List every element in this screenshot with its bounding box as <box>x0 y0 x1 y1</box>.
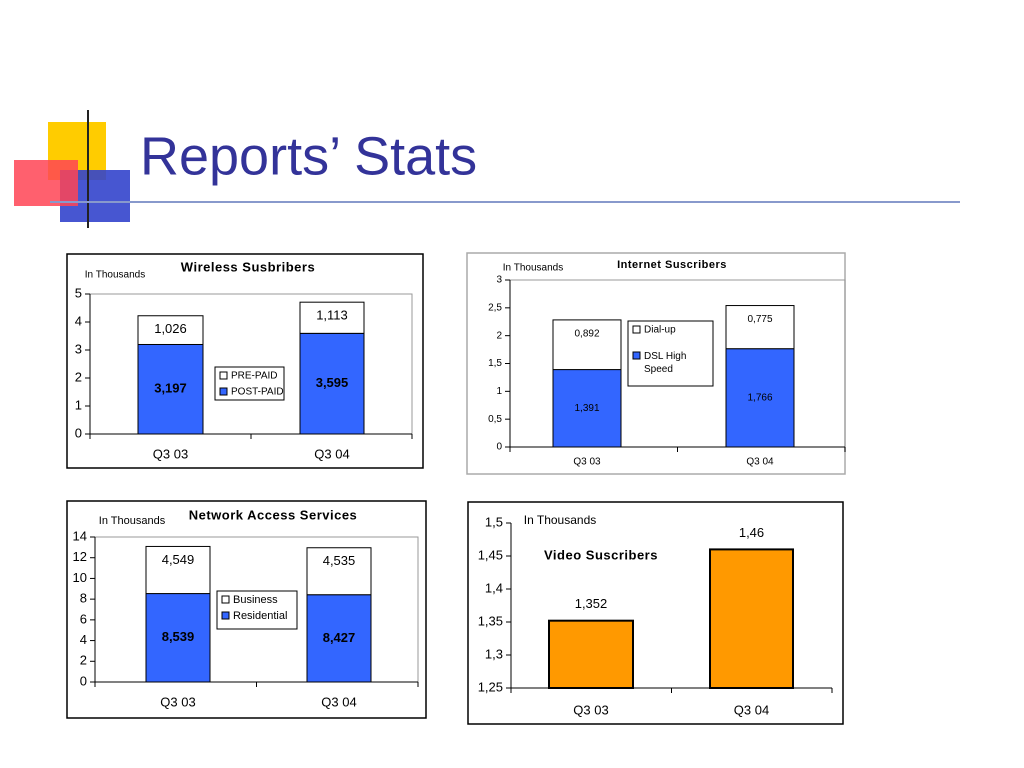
chart-box <box>66 253 424 469</box>
y-tick-label: 1,5 <box>485 514 503 529</box>
bar-segment <box>725 348 795 448</box>
bar-label: 8,427 <box>323 630 356 645</box>
bar-label: 0,892 <box>574 329 599 340</box>
bar-label: 4,549 <box>162 552 195 567</box>
bar-label: 1,391 <box>574 403 599 414</box>
x-tick-label: Q3 04 <box>746 457 774 468</box>
y-tick-label: 12 <box>73 549 87 564</box>
legend-label: Business <box>233 594 278 606</box>
x-tick-label: Q3 04 <box>314 446 349 461</box>
bar <box>548 619 634 689</box>
y-tick-label: 1,45 <box>478 547 503 562</box>
bar-label: 4,535 <box>323 553 356 568</box>
y-tick-label: 4 <box>80 632 87 647</box>
bar-label: 3,595 <box>316 375 349 390</box>
slide-title: Reports’ Stats <box>140 126 477 186</box>
y-tick-label: 1,5 <box>488 358 502 369</box>
legend-box <box>627 320 714 387</box>
y-tick-label: 2 <box>75 369 82 384</box>
chart-title: Network Access Services <box>189 507 358 522</box>
legend-swatch <box>219 371 228 380</box>
bar-segment <box>306 547 372 596</box>
legend-swatch <box>219 387 228 396</box>
bar-label: 1,46 <box>739 525 764 540</box>
legend-label: Residential <box>233 610 287 622</box>
x-tick-label: Q3 03 <box>573 457 601 468</box>
y-tick-label: 0 <box>80 673 87 688</box>
x-tick-label: Q3 03 <box>573 702 608 717</box>
y-tick-label: 10 <box>73 570 87 585</box>
y-tick-label: 3 <box>75 341 82 356</box>
y-tick-label: 1,4 <box>485 580 503 595</box>
bar-segment <box>299 332 365 435</box>
y-tick-label: 0,5 <box>488 414 502 425</box>
y-tick-label: 0 <box>75 425 82 440</box>
legend-label: Dial-up <box>644 325 676 336</box>
bar-segment <box>725 305 795 350</box>
y-tick-label: 2 <box>80 653 87 668</box>
y-tick-label: 1 <box>75 397 82 412</box>
x-tick-label: Q3 03 <box>153 446 188 461</box>
legend-box <box>216 590 298 630</box>
y-tick-label: 14 <box>73 528 87 543</box>
legend-swatch <box>221 611 230 620</box>
bar <box>709 548 794 690</box>
bar-label: 1,766 <box>747 392 772 403</box>
bar-segment <box>552 319 622 371</box>
chart-title: Internet Suscribers <box>617 259 727 271</box>
annotation: In Thousands <box>503 263 563 274</box>
bar-segment <box>137 315 204 345</box>
bar-segment <box>137 343 204 435</box>
annotation: In Thousands <box>99 515 166 527</box>
legend-label: PRE-PAID <box>231 371 278 382</box>
y-tick-label: 3 <box>496 275 502 286</box>
bar-label: 3,197 <box>154 381 187 396</box>
y-tick-label: 0 <box>496 442 502 453</box>
legend-label: POST-PAID <box>231 387 284 398</box>
bar-label: 1,352 <box>575 596 608 611</box>
bar-segment <box>299 301 365 334</box>
y-tick-label: 1,35 <box>478 613 503 628</box>
annotation: In Thousands <box>85 270 145 281</box>
bar-segment <box>552 369 622 448</box>
y-tick-label: 6 <box>80 611 87 626</box>
legend-label: DSL High Speed <box>644 351 686 375</box>
y-tick-label: 8 <box>80 591 87 606</box>
y-tick-label: 4 <box>75 313 82 328</box>
y-tick-label: 1,25 <box>478 679 503 694</box>
legend-swatch <box>632 351 641 360</box>
annotation: In Thousands <box>524 513 597 527</box>
x-tick-label: Q3 04 <box>321 694 356 709</box>
x-tick-label: Q3 04 <box>734 702 769 717</box>
bar-segment <box>145 593 211 683</box>
y-tick-label: 1,3 <box>485 646 503 661</box>
y-tick-label: 5 <box>75 285 82 300</box>
legend-swatch <box>221 595 230 604</box>
chart-title: Wireless Susbribers <box>181 259 315 274</box>
bar-segment <box>145 545 211 595</box>
y-tick-label: 2 <box>496 330 502 341</box>
legend-swatch <box>632 325 641 334</box>
bar-label: 1,026 <box>154 321 187 336</box>
y-tick-label: 2,5 <box>488 302 502 313</box>
bar-label: 1,113 <box>316 308 348 323</box>
y-tick-label: 1 <box>496 386 502 397</box>
chart-title: Video Suscribers <box>544 547 658 562</box>
bar-label: 8,539 <box>162 629 195 644</box>
x-tick-label: Q3 03 <box>160 694 195 709</box>
deco-red <box>14 160 78 206</box>
bar-label: 0,775 <box>747 314 772 325</box>
